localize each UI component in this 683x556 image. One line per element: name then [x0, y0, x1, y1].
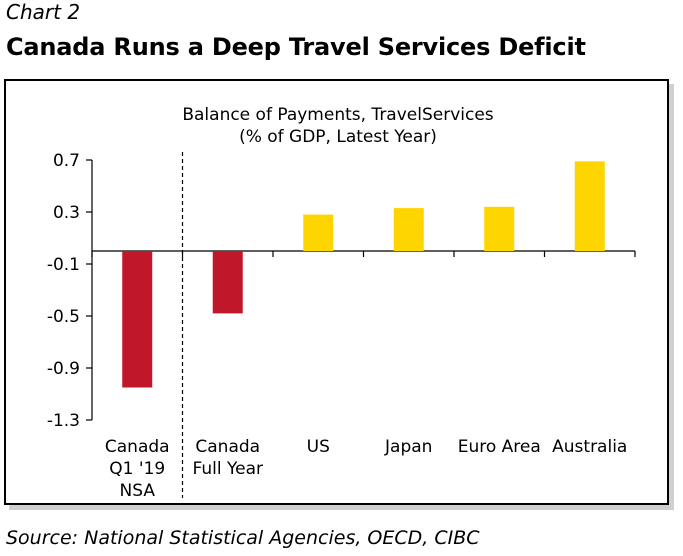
x-category-label: Australia	[552, 437, 627, 457]
x-category-label: Canada Q1 '19 NSA	[105, 437, 170, 501]
y-tick-label: -1.3	[47, 411, 80, 431]
y-tick-label: -0.1	[47, 255, 80, 275]
y-tick-label: 0.3	[53, 203, 80, 223]
bar	[303, 214, 334, 251]
chart-title: Balance of Payments, TravelServices	[182, 105, 493, 125]
y-tick-label: -0.5	[47, 307, 80, 327]
source-note: Source: National Statistical Agencies, O…	[6, 527, 480, 549]
chart-number-label: Chart 2	[6, 0, 81, 24]
bar	[484, 206, 515, 251]
bar	[122, 251, 153, 388]
x-category-label: US	[307, 437, 330, 457]
chart-subtitle: (% of GDP, Latest Year)	[239, 127, 437, 147]
x-category-label: Canada Full Year	[193, 437, 263, 479]
chart-headline: Canada Runs a Deep Travel Services Defic…	[6, 33, 586, 61]
chart-frame	[4, 79, 669, 505]
bar	[212, 251, 243, 314]
bar	[574, 161, 605, 251]
bar	[393, 208, 424, 251]
x-category-label: Euro Area	[458, 437, 541, 457]
x-category-label: Japan	[384, 437, 432, 457]
y-tick-label: 0.7	[53, 151, 80, 171]
y-tick-label: -0.9	[47, 359, 80, 379]
plot-area: 0.7 0.3 -0.1 -0.5 -0.9 -1.3 Canada Q1 '19 NSA Can…	[47, 151, 636, 501]
